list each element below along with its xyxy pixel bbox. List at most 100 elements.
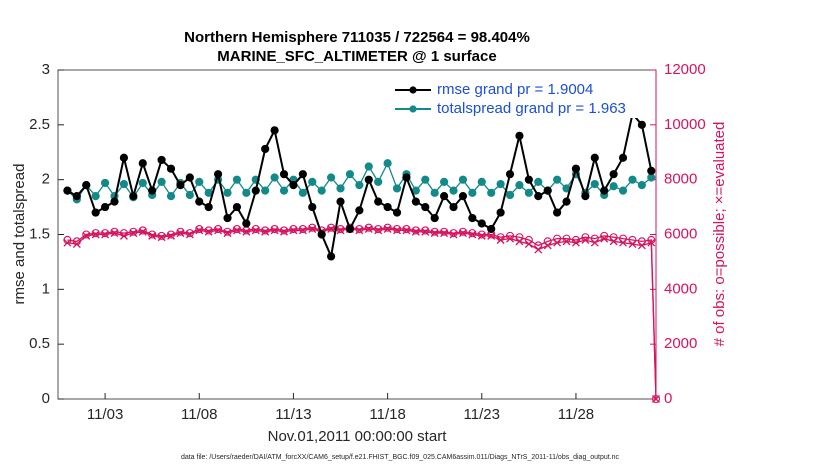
data-point: [327, 252, 336, 261]
data-point: [91, 229, 100, 238]
data-point: [553, 238, 562, 247]
data-point: [458, 229, 467, 238]
data-point: [609, 170, 618, 179]
data-point: [364, 225, 373, 233]
data-point: [392, 224, 402, 234]
data-point: [364, 162, 373, 171]
data-point: [562, 197, 571, 206]
data-point: [289, 181, 298, 190]
chart-subtitle: MARINE_SFC_ALTIMETER @ 1 surface: [217, 48, 496, 65]
data-point: [345, 170, 355, 179]
data-point: [232, 175, 242, 184]
data-point: [505, 190, 515, 200]
y-tick-label: 2.5: [29, 116, 50, 133]
data-point: [402, 224, 411, 234]
series: [63, 223, 661, 404]
plot-area: [57, 69, 657, 400]
data-point: [515, 237, 524, 246]
data-point: [185, 229, 194, 238]
data-point: [468, 229, 477, 238]
y2-tick-label: 12000: [664, 61, 706, 78]
data-point: [91, 230, 100, 239]
data-point: [91, 208, 100, 217]
data-point: [468, 213, 477, 223]
data-point: [251, 226, 260, 235]
data-point: [327, 173, 336, 182]
data-point: [289, 224, 298, 234]
footer: data file: /Users/raeder/DAI/ATM_forcXX/…: [181, 454, 620, 461]
data-point: [637, 237, 646, 246]
y2-tick-label: 2000: [664, 335, 697, 352]
data-point: [63, 186, 72, 195]
data-point: [289, 226, 298, 235]
x-axis-label: Nov.01,2011 00:00:00 start: [268, 428, 448, 445]
data-point: [279, 186, 289, 195]
data-point: [308, 223, 317, 232]
data-point: [647, 235, 656, 245]
data-point: [148, 186, 157, 195]
data-point: [298, 188, 307, 197]
data-point: [628, 175, 637, 184]
series: [63, 109, 656, 261]
data-point: [138, 227, 147, 236]
data-point: [110, 197, 119, 206]
data-point: [600, 231, 609, 240]
data-point: [553, 175, 562, 184]
data-point: [119, 229, 128, 238]
y-axis-label: rmse and totalspread: [11, 164, 28, 305]
data-point: [618, 186, 628, 195]
data-point: [138, 178, 147, 188]
data-point: [270, 224, 279, 234]
data-point: [336, 197, 345, 206]
data-point: [298, 224, 307, 234]
data-point: [496, 179, 505, 189]
x-tick-label: 11/13: [275, 406, 311, 423]
data-point: [82, 230, 91, 239]
data-point: [261, 144, 270, 154]
data-point: [308, 225, 317, 233]
data-point: [534, 177, 543, 186]
data-point: [345, 224, 355, 234]
data-point: [383, 223, 392, 232]
y2-tick-label: 4000: [664, 280, 697, 297]
data-point: [355, 181, 364, 190]
data-point: [138, 226, 147, 235]
data-point: [571, 235, 581, 245]
data-point: [496, 208, 505, 217]
data-point: [524, 235, 533, 245]
data-point: [590, 238, 599, 247]
data-point: [279, 170, 289, 179]
data-point: [317, 230, 326, 239]
data-point: [336, 184, 345, 193]
data-point: [110, 227, 119, 236]
data-point: [242, 188, 251, 197]
data-point: [458, 227, 467, 236]
data-point: [148, 230, 157, 239]
data-point: [449, 186, 458, 195]
data-point: [543, 241, 552, 250]
x-tick-label: 11/18: [369, 406, 405, 423]
data-point: [261, 186, 270, 195]
data-point: [440, 177, 449, 186]
data-point: [553, 208, 562, 217]
data-point: [317, 186, 326, 195]
data-point: [195, 224, 204, 234]
data-point: [110, 229, 119, 238]
data-point: [100, 178, 110, 188]
data-point: [166, 230, 176, 239]
data-point: [336, 224, 345, 234]
data-point: [308, 202, 317, 212]
data-point: [515, 181, 524, 190]
data-point: [383, 225, 392, 233]
y2-tick-label: 0: [664, 390, 672, 407]
data-point: [496, 233, 505, 242]
data-point: [383, 202, 392, 212]
data-point: [571, 238, 580, 247]
data-point: [449, 202, 458, 212]
data-point: [628, 240, 637, 249]
data-point: [458, 175, 468, 184]
data-point: [204, 202, 213, 212]
data-point: [100, 202, 110, 212]
data-point: [487, 231, 496, 240]
data-point: [543, 237, 552, 246]
